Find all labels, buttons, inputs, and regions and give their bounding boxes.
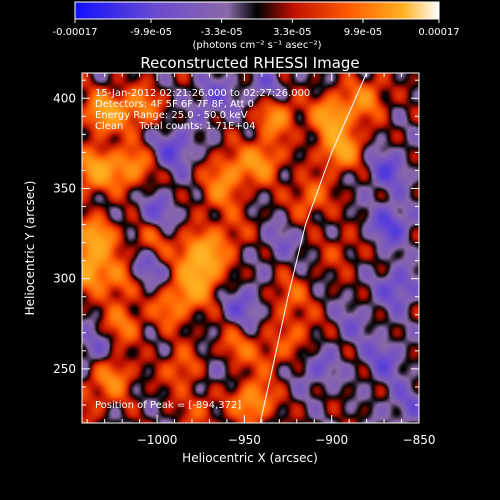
axes: −1000 −950 −900 −850 250 300 350 400	[53, 73, 435, 447]
x-axis-label: Heliocentric X (arcsec)	[182, 451, 318, 465]
info-block: 15-Jan-2012 02:21:26.000 to 02:27:26.000…	[95, 88, 310, 132]
colorbar-tick-label: -0.00017	[53, 27, 98, 38]
info-line-time: 15-Jan-2012 02:21:26.000 to 02:27:26.000	[95, 88, 310, 99]
solar-limb-line	[259, 73, 368, 423]
y-tick-label: 300	[53, 272, 76, 286]
chart-title: Reconstructed RHESSI Image	[140, 54, 359, 72]
peak-annotation: Position of Peak = [-894,372]	[95, 400, 241, 411]
info-line-clean: Clean Total counts: 1.71E+04	[95, 121, 255, 132]
x-tick-label: −850	[403, 433, 436, 447]
colorbar-tick-label: -3.3e-05	[201, 27, 243, 38]
colorbar: -0.00017 -9.9e-05 -3.3e-05 3.3e-05 9.9e-05 0.…	[53, 1, 460, 51]
y-tick-label: 250	[53, 362, 76, 376]
colorbar-ticks: -0.00017 -9.9e-05 -3.3e-05 3.3e-05 9.9e-05 0.…	[53, 19, 460, 38]
colorbar-tick-label: 9.9e-05	[344, 27, 382, 38]
info-line-detectors: Detectors: 4F 5F 6F 7F 8F, Att 0	[95, 99, 254, 110]
y-tick-label: 400	[53, 91, 76, 105]
colorbar-units-label: (photons cm⁻² s⁻¹ asec⁻²)	[192, 40, 321, 51]
colorbar-tick-label: 3.3e-05	[273, 27, 311, 38]
x-tick-label: −950	[228, 433, 261, 447]
y-axis-label: Heliocentric Y (arcsec)	[23, 181, 37, 316]
colorbar-tick-label: -9.9e-05	[130, 27, 172, 38]
heatmap-area	[82, 73, 419, 423]
info-line-energy: Energy Range: 25.0 - 50.0 keV	[95, 110, 248, 121]
y-tick-label: 350	[53, 181, 76, 195]
x-tick-label: −1000	[137, 433, 178, 447]
colorbar-tick-label: 0.00017	[418, 27, 459, 38]
x-tick-label: −900	[315, 433, 348, 447]
plot-frame	[81, 72, 420, 424]
colorbar-gradient	[74, 1, 440, 20]
heatmap-image	[82, 73, 419, 423]
